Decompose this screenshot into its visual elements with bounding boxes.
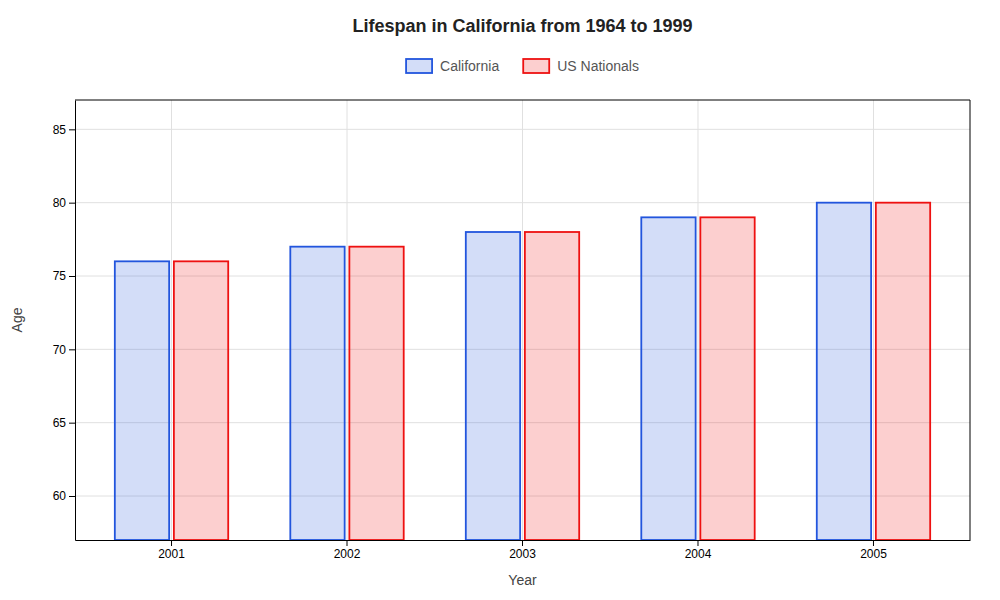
- tick-label: 80: [53, 196, 67, 210]
- tick-label: 2001: [158, 547, 185, 561]
- tick: 60: [53, 489, 75, 503]
- x-axis-title: Year: [508, 572, 537, 588]
- tick-mark: [69, 276, 75, 277]
- tick-label: 65: [53, 416, 67, 430]
- grid-line-x: [873, 100, 874, 540]
- tick-mark: [69, 496, 75, 497]
- legend-swatch: [523, 59, 549, 73]
- tick-mark: [69, 129, 75, 130]
- chart-svg: 60 65 70 75 80 85 2001 2002 2003 2004 2005 Lifespan…: [0, 0, 1000, 600]
- bar: [349, 247, 403, 540]
- tick: 2004: [685, 540, 712, 561]
- tick-mark: [171, 540, 172, 546]
- tick-mark: [69, 423, 75, 424]
- legend-label: California: [440, 58, 499, 74]
- frame-line: [75, 100, 970, 101]
- bar: [290, 247, 344, 540]
- tick: 65: [53, 416, 75, 430]
- tick-label: 60: [53, 489, 67, 503]
- bar: [466, 232, 520, 540]
- bar-series: [174, 203, 930, 540]
- grid-line-x: [522, 100, 523, 540]
- tick: 2005: [860, 540, 887, 561]
- tick-mark: [873, 540, 874, 546]
- grid-line-x: [697, 100, 698, 540]
- grid: [75, 100, 970, 540]
- bar: [817, 203, 871, 540]
- bar: [641, 217, 695, 540]
- legend: California US Nationals: [406, 58, 639, 74]
- tick: 80: [53, 196, 75, 210]
- x-axis: 2001 2002 2003 2004 2005: [76, 540, 971, 561]
- bar: [876, 203, 930, 540]
- legend-item: US Nationals: [523, 58, 639, 74]
- bar: [700, 217, 754, 540]
- tick-mark: [522, 540, 523, 546]
- tick: 75: [53, 269, 75, 283]
- tick-mark: [69, 203, 75, 204]
- bar: [525, 232, 579, 540]
- tick-label: 2003: [509, 547, 536, 561]
- legend-label: US Nationals: [557, 58, 639, 74]
- tick: 2003: [509, 540, 536, 561]
- tick-label: 2004: [685, 547, 712, 561]
- axis-line: [75, 101, 76, 541]
- tick-label: 75: [53, 269, 67, 283]
- tick-mark: [69, 349, 75, 350]
- tick: 85: [53, 123, 75, 137]
- tick: 2001: [158, 540, 185, 561]
- grid-line-x: [347, 100, 348, 540]
- tick-mark: [347, 540, 348, 546]
- plot-area: 60 65 70 75 80 85 2001 2002 2003 2004 2005: [53, 100, 971, 561]
- y-axis: 60 65 70 75 80 85: [53, 101, 76, 541]
- chart-container: 60 65 70 75 80 85 2001 2002 2003 2004 2005 Lifespan…: [0, 0, 1000, 600]
- tick-label: 85: [53, 123, 67, 137]
- bars: [115, 203, 930, 540]
- legend-swatch: [406, 59, 432, 73]
- frame-line: [970, 100, 971, 540]
- tick-label: 70: [53, 343, 67, 357]
- tick: 70: [53, 343, 75, 357]
- tick-mark: [697, 540, 698, 546]
- tick-label: 2005: [860, 547, 887, 561]
- bar: [115, 261, 169, 540]
- y-axis-title: Age: [9, 307, 25, 332]
- title: Lifespan in California from 1964 to 1999: [352, 16, 692, 36]
- tick-label: 2002: [334, 547, 361, 561]
- tick: 2002: [334, 540, 361, 561]
- grid-line-x: [171, 100, 172, 540]
- legend-item: California: [406, 58, 499, 74]
- bar-series: [115, 203, 871, 540]
- bar: [174, 261, 228, 540]
